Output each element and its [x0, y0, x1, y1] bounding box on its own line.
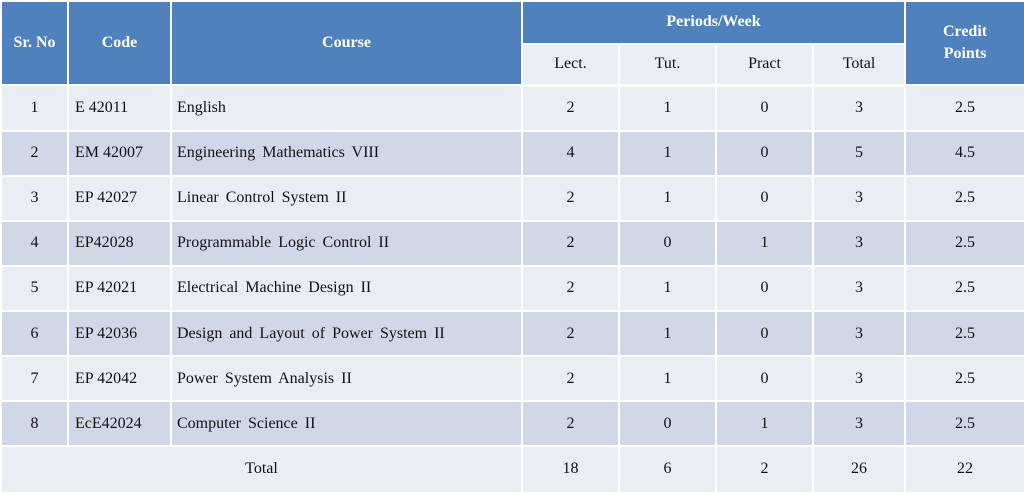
cell-credit: 2.5: [904, 400, 1024, 448]
cell-code: EP 42042: [67, 355, 172, 403]
cell-lect: 2: [521, 264, 620, 312]
table-row: 1 E 42011 English 2 1 0 3 2.5: [0, 84, 1024, 132]
cell-total: 3: [811, 400, 907, 448]
cell-total: 3: [811, 219, 907, 267]
header-code: Code: [67, 0, 172, 86]
cell-tut: 1: [618, 129, 717, 177]
cell-tut: 0: [618, 400, 717, 448]
cell-credit: 2.5: [904, 174, 1024, 222]
header-tut: Tut.: [618, 42, 717, 87]
header-credit-line1: Credit: [942, 23, 988, 40]
cell-sr: 8: [0, 400, 69, 448]
cell-sr: 7: [0, 355, 69, 403]
cell-course: Programmable Logic Control II: [170, 219, 523, 267]
cell-sr: 5: [0, 264, 69, 312]
cell-lect: 2: [521, 309, 620, 358]
cell-course: Electrical Machine Design II: [170, 264, 523, 312]
cell-pract: 1: [715, 219, 814, 267]
cell-tut: 1: [618, 174, 717, 222]
cell-total: 5: [811, 129, 907, 177]
cell-credit: 2.5: [904, 84, 1024, 132]
totals-total: 26: [811, 445, 907, 494]
table-row: 5 EP 42021 Electrical Machine Design II …: [0, 264, 1024, 312]
header-credit-points: Credit Points: [904, 0, 1024, 86]
totals-tut: 6: [618, 445, 717, 494]
cell-pract: 0: [715, 309, 814, 358]
header-periods-week: Periods/Week: [520, 0, 907, 45]
totals-pract: 2: [715, 445, 814, 494]
header-total: Total: [811, 42, 907, 87]
cell-pract: 1: [715, 400, 814, 448]
cell-credit: 4.5: [904, 129, 1024, 177]
header-credit-line2: Points: [943, 45, 987, 62]
cell-lect: 2: [521, 355, 620, 403]
cell-course: Engineering Mathematics VIII: [170, 129, 523, 177]
cell-pract: 0: [715, 84, 814, 132]
table-row: 7 EP 42042 Power System Analysis II 2 1 …: [0, 355, 1024, 403]
cell-total: 3: [811, 309, 907, 358]
cell-code: EP42028: [67, 219, 172, 267]
cell-pract: 0: [715, 129, 814, 177]
table-row: 4 EP42028 Programmable Logic Control II …: [0, 219, 1024, 267]
cell-code: EcE42024: [67, 400, 172, 448]
cell-sr: 2: [0, 129, 69, 177]
cell-code: EM 42007: [67, 129, 172, 177]
cell-course: Power System Analysis II: [170, 355, 523, 403]
cell-total: 3: [811, 84, 907, 132]
cell-lect: 2: [521, 174, 620, 222]
cell-tut: 1: [618, 264, 717, 312]
table-body: 1 E 42011 English 2 1 0 3 2.5 2 EM 42007…: [0, 84, 1024, 494]
totals-credit: 22: [904, 445, 1024, 494]
table-row: 8 EcE42024 Computer Science II 2 0 1 3 2…: [0, 400, 1024, 448]
cell-pract: 0: [715, 264, 814, 312]
cell-course: English: [170, 84, 523, 132]
cell-sr: 3: [0, 174, 69, 222]
cell-code: E 42011: [67, 84, 172, 132]
cell-course: Computer Science II: [170, 400, 523, 448]
table-row: 6 EP 42036 Design and Layout of Power Sy…: [0, 309, 1024, 358]
cell-sr: 6: [0, 309, 69, 358]
cell-code: EP 42021: [67, 264, 172, 312]
cell-pract: 0: [715, 174, 814, 222]
cell-tut: 0: [618, 219, 717, 267]
cell-lect: 2: [521, 84, 620, 132]
cell-lect: 2: [521, 219, 620, 267]
cell-total: 3: [811, 264, 907, 312]
cell-tut: 1: [618, 84, 717, 132]
table-row: 2 EM 42007 Engineering Mathematics VIII …: [0, 129, 1024, 177]
cell-total: 3: [811, 174, 907, 222]
cell-credit: 2.5: [904, 355, 1024, 403]
header-sr-no: Sr. No: [0, 0, 69, 86]
table-header: Sr. No Code Course Periods/Week Credit Po…: [0, 0, 1024, 87]
cell-credit: 2.5: [904, 309, 1024, 358]
cell-credit: 2.5: [904, 219, 1024, 267]
cell-lect: 4: [521, 129, 620, 177]
cell-code: EP 42027: [67, 174, 172, 222]
cell-pract: 0: [715, 355, 814, 403]
cell-lect: 2: [521, 400, 620, 448]
cell-sr: 4: [0, 219, 69, 267]
cell-course: Design and Layout of Power System II: [170, 309, 523, 358]
header-course: Course: [170, 0, 523, 86]
header-lect: Lect.: [521, 42, 620, 87]
header-pract: Pract: [715, 42, 814, 87]
cell-total: 3: [811, 355, 907, 403]
totals-lect: 18: [521, 445, 620, 494]
cell-tut: 1: [618, 355, 717, 403]
cell-credit: 2.5: [904, 264, 1024, 312]
cell-sr: 1: [0, 84, 69, 132]
totals-row: Total 18 6 2 26 22: [0, 445, 1024, 494]
table-row: 3 EP 42027 Linear Control System II 2 1 …: [0, 174, 1024, 222]
cell-course: Linear Control System II: [170, 174, 523, 222]
cell-tut: 1: [618, 309, 717, 358]
cell-code: EP 42036: [67, 309, 172, 358]
totals-label: Total: [0, 445, 523, 494]
